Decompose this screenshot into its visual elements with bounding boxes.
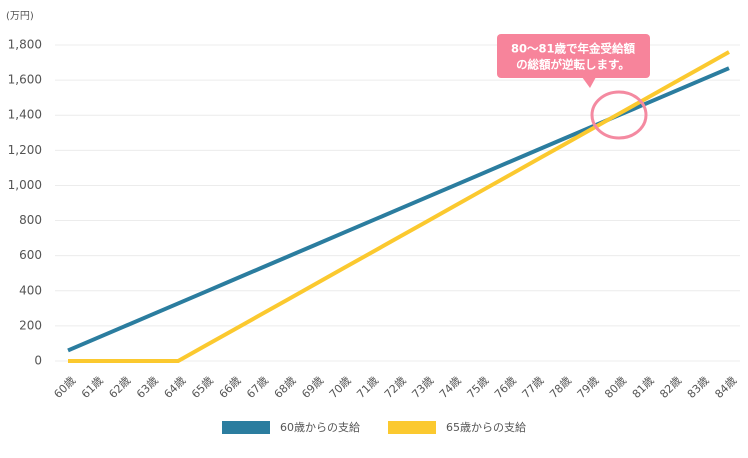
y-tick-label: 1,200 — [8, 143, 42, 157]
y-tick-label: 1,600 — [8, 73, 42, 87]
y-tick-label: 1,800 — [8, 38, 42, 52]
x-tick-label: 61歳 — [79, 374, 106, 401]
y-tick-label: 1,400 — [8, 108, 42, 122]
y-tick-label: 600 — [19, 248, 42, 262]
annotation: の総額が逆転します。 — [516, 58, 630, 72]
legend-swatch — [388, 421, 436, 434]
x-tick-label: 63歳 — [134, 374, 161, 401]
y-tick-label: 200 — [19, 318, 42, 332]
x-tick-label: 60歳 — [51, 374, 78, 401]
unit-label: (万円) — [6, 11, 34, 22]
y-tick-label: 800 — [19, 213, 42, 227]
x-tick-label: 84歳 — [712, 374, 739, 401]
series-line — [67, 66, 730, 353]
x-tick-label: 82歳 — [657, 374, 684, 401]
callout: 80～81歳で年金受給額 の総額が逆転します。 — [497, 34, 650, 88]
legend-label: 60歳からの支給 — [280, 420, 360, 434]
x-tick-label: 64歳 — [162, 374, 189, 401]
y-tick-label: 1,000 — [8, 178, 42, 192]
x-tick-label: 66歳 — [217, 374, 244, 401]
x-tick-label: 80歳 — [602, 374, 629, 401]
series-line — [68, 50, 730, 363]
x-tick-label: 79歳 — [575, 374, 602, 401]
x-tick-label: 81歳 — [630, 374, 657, 401]
x-tick-label: 83歳 — [685, 374, 712, 401]
highlight-circle — [590, 90, 648, 140]
x-tick-label: 65歳 — [189, 374, 216, 401]
x-tick-label: 72歳 — [382, 374, 409, 401]
x-tick-label: 68歳 — [272, 374, 299, 401]
x-tick-label: 78歳 — [547, 374, 574, 401]
x-tick-label: 76歳 — [492, 374, 519, 401]
legend-swatch — [222, 421, 270, 434]
x-tick-label: 73歳 — [409, 374, 436, 401]
x-tick-label: 74歳 — [437, 374, 464, 401]
x-tick-label: 62歳 — [106, 374, 133, 401]
x-tick-label: 75歳 — [464, 374, 491, 401]
x-tick-label: 71歳 — [354, 374, 381, 401]
legend-label: 65歳からの支給 — [446, 420, 526, 434]
x-tick-label: 67歳 — [244, 374, 271, 401]
y-tick-label: 400 — [19, 283, 42, 297]
callout-pointer — [582, 77, 596, 88]
x-tick-label: 77歳 — [520, 374, 547, 401]
callout-box — [497, 34, 650, 78]
x-tick-label: 69歳 — [299, 374, 326, 401]
annotation: 80～81歳で年金受給額 — [511, 42, 636, 56]
x-tick-label: 70歳 — [327, 374, 354, 401]
y-tick-label: 0 — [34, 354, 42, 368]
